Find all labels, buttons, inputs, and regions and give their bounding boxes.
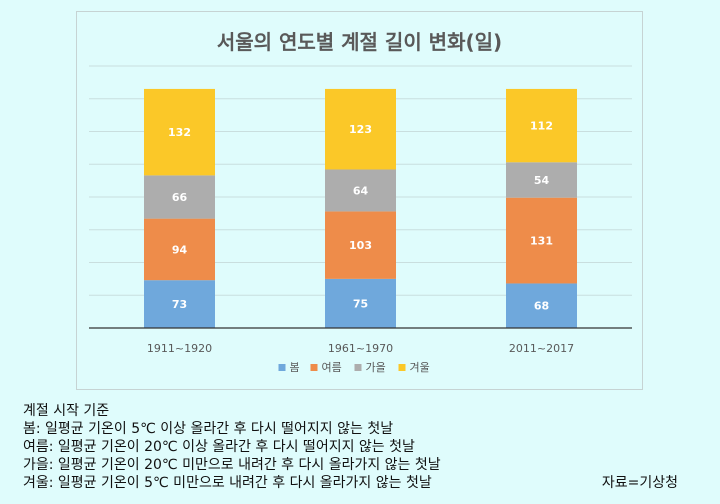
bar-segment xyxy=(506,197,577,284)
bar-segment xyxy=(144,88,215,176)
bar-segment xyxy=(144,175,215,219)
source-credit: 자료=기상청 xyxy=(601,475,678,491)
legend-label: 여름 xyxy=(322,361,342,374)
legend-swatch xyxy=(278,364,286,371)
data-label: 75 xyxy=(353,297,368,310)
data-label: 112 xyxy=(530,120,553,133)
data-label: 54 xyxy=(534,174,550,187)
notes-heading: 계절 시작 기준 xyxy=(23,403,110,419)
x-tick-label: 2011~2017 xyxy=(509,342,574,355)
chart-panel: 서울의 연도별 계절 길이 변화(일) 73 94 66 132 1911~1920 75… xyxy=(76,11,643,390)
data-label: 66 xyxy=(172,191,188,204)
bar-segment xyxy=(144,218,215,281)
bar-segment xyxy=(506,88,577,163)
data-label: 68 xyxy=(534,300,549,313)
stacked-bar-chart: 73 94 66 132 1911~1920 75 103 64 123 1961~1970 68 1… xyxy=(89,65,632,374)
legend-label: 겨울 xyxy=(410,361,430,374)
bar-segment xyxy=(144,280,215,328)
data-label: 103 xyxy=(349,239,372,252)
bar-segment xyxy=(325,278,396,328)
bar-segment xyxy=(325,211,396,279)
data-label: 64 xyxy=(353,184,369,197)
legend-swatch xyxy=(398,364,406,371)
legend-swatch xyxy=(354,364,362,371)
note-autumn: 가을: 일평균 기온이 20℃ 미만으로 내려간 후 다시 올라가지 않는 첫날 xyxy=(23,457,441,473)
data-label: 132 xyxy=(168,126,191,139)
note-spring: 봄: 일평균 기온이 5℃ 이상 올라간 후 다시 떨어지지 않는 첫날 xyxy=(23,421,394,437)
note-summer: 여름: 일평균 기온이 20℃ 이상 올라간 후 다시 떨어지지 않는 첫날 xyxy=(23,439,415,455)
data-label: 94 xyxy=(172,243,188,256)
data-label: 123 xyxy=(349,123,372,136)
data-label: 131 xyxy=(530,235,553,248)
bar-segment xyxy=(325,169,396,212)
bar-segment xyxy=(325,88,396,170)
legend-swatch xyxy=(310,364,318,371)
data-label: 73 xyxy=(172,298,187,311)
bar-segment xyxy=(506,283,577,328)
x-tick-label: 1911~1920 xyxy=(147,342,212,355)
legend-label: 봄 xyxy=(290,361,300,374)
x-tick-label: 1961~1970 xyxy=(328,342,393,355)
season-criteria-notes: 계절 시작 기준 봄: 일평균 기온이 5℃ 이상 올라간 후 다시 떨어지지 … xyxy=(23,402,441,492)
bar-segment xyxy=(506,162,577,198)
note-winter: 겨울: 일평균 기온이 5℃ 미만으로 내려간 후 다시 올라가지 않는 첫날 xyxy=(23,475,432,491)
chart-title: 서울의 연도별 계절 길이 변화(일) xyxy=(216,30,503,54)
legend-label: 가을 xyxy=(366,361,386,374)
